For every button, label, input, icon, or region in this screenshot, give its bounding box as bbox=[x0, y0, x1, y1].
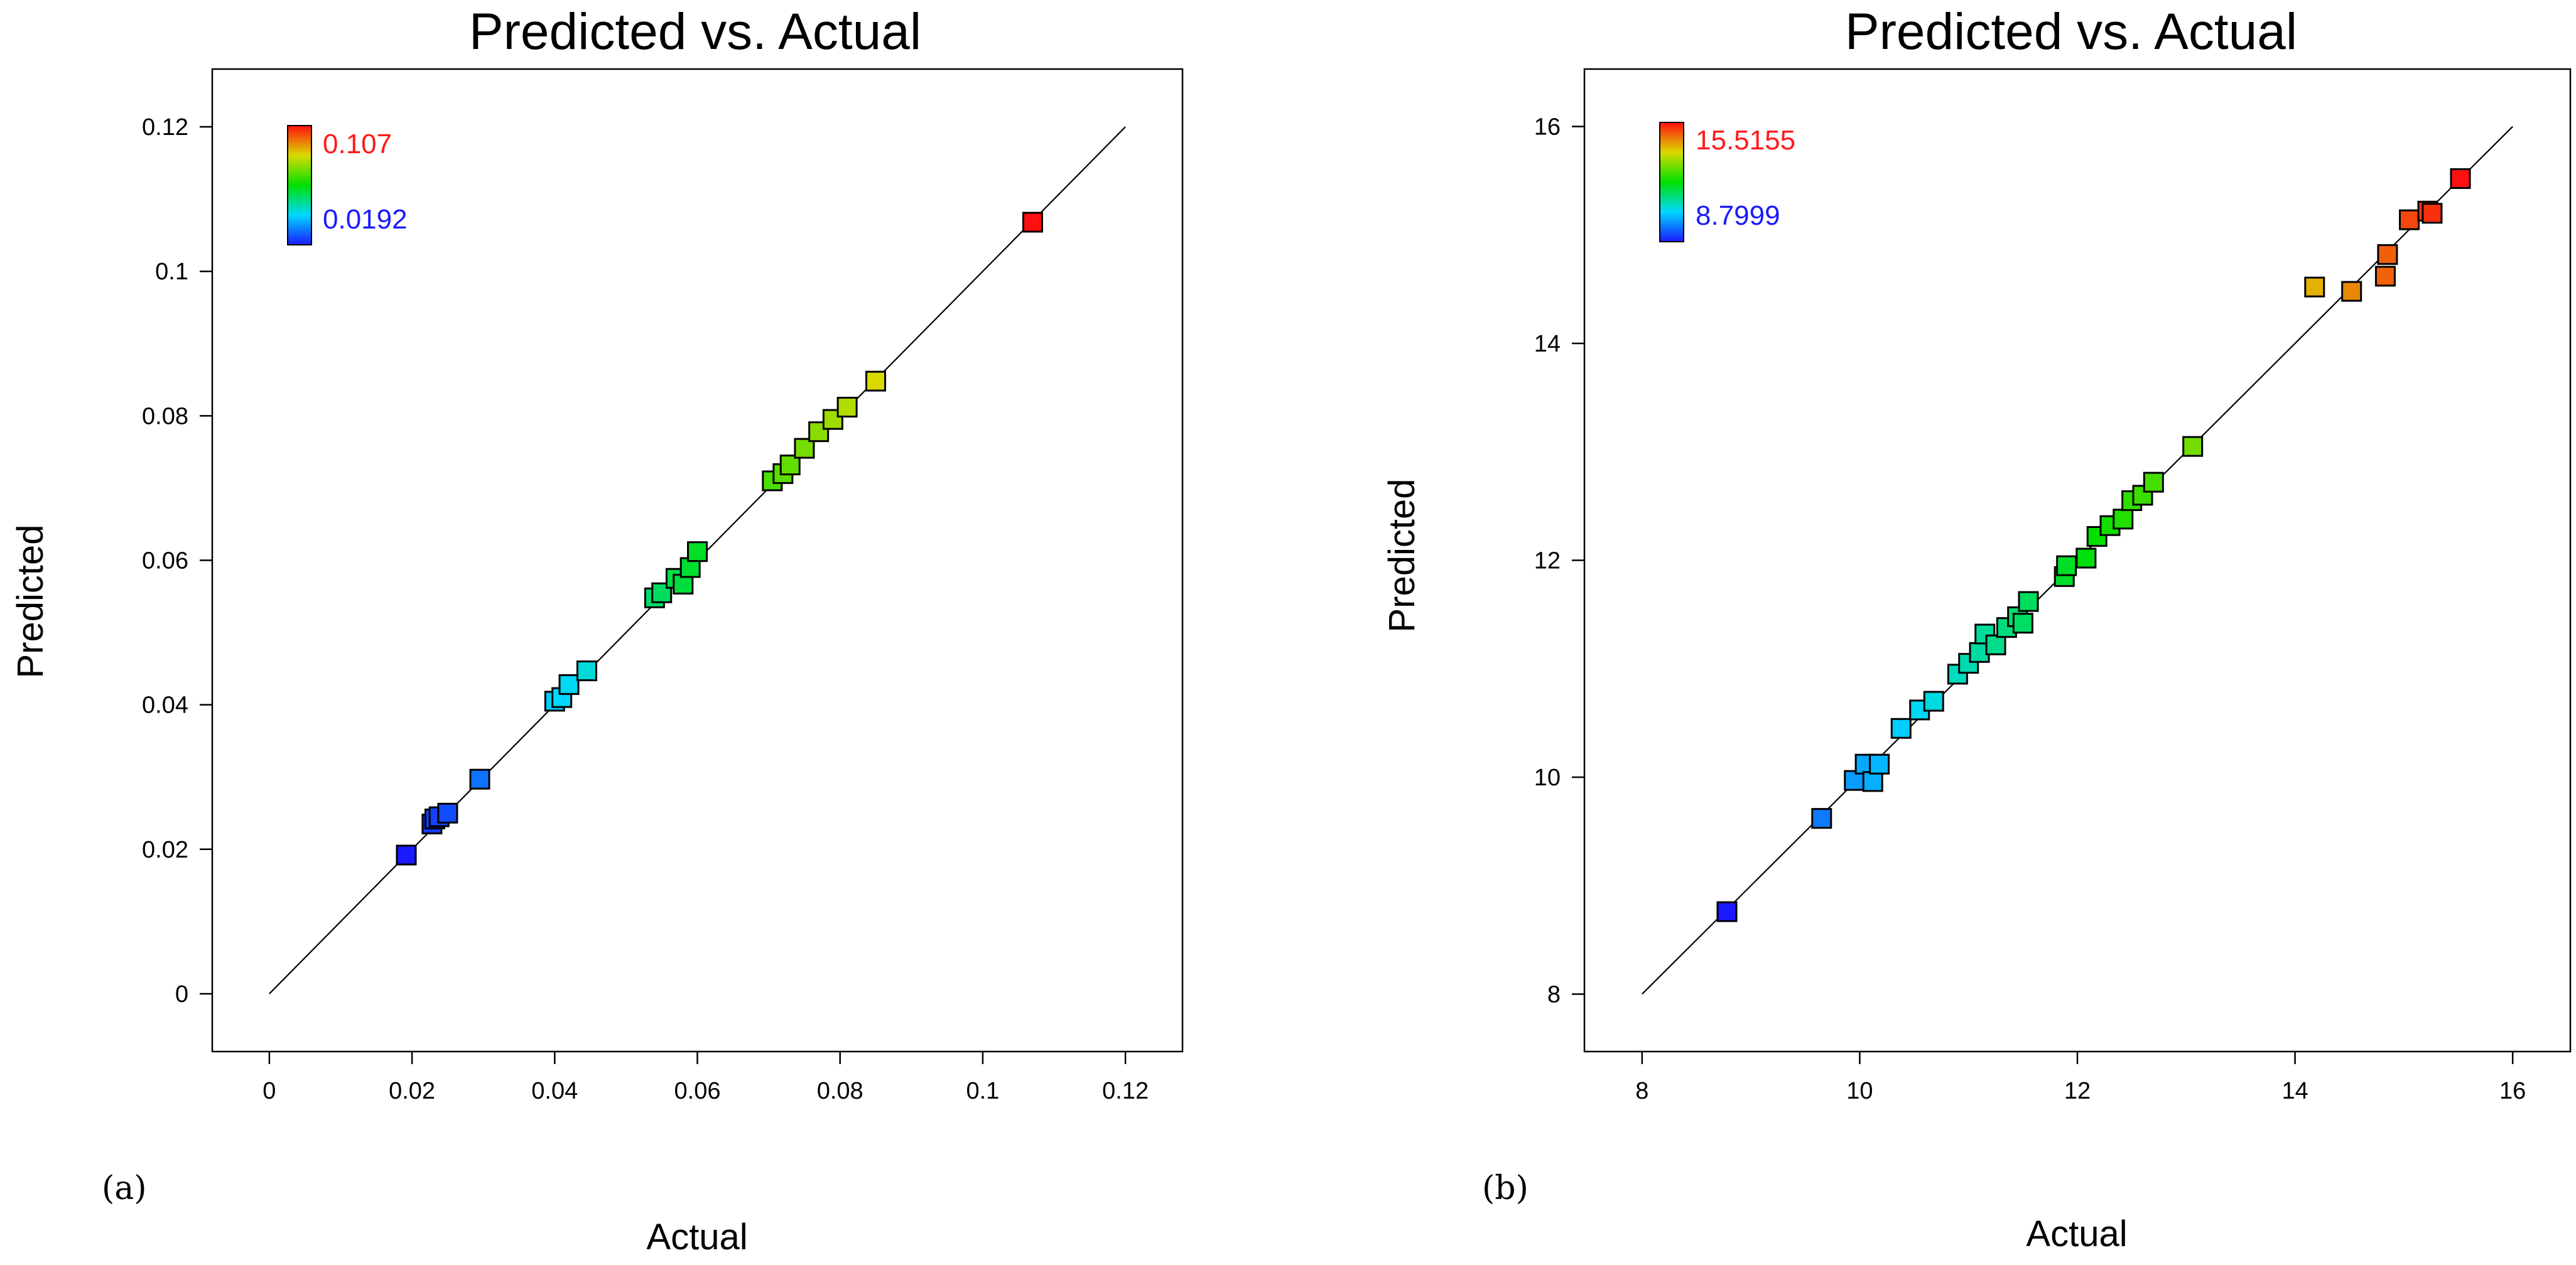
panel-label: (a) bbox=[102, 1170, 147, 1207]
x-tick-label: 0.04 bbox=[531, 1078, 578, 1104]
x-tick-label: 0 bbox=[262, 1078, 276, 1104]
data-point bbox=[2304, 276, 2325, 298]
data-point bbox=[558, 674, 580, 695]
data-point bbox=[2341, 281, 2362, 302]
color-legend: 15.5155 8.7999 bbox=[1659, 122, 1795, 242]
data-point bbox=[1716, 901, 1738, 922]
x-tick-label: 0.02 bbox=[389, 1078, 435, 1104]
y-tick-labels: 0 0.02 0.04 0.06 0.08 0.1 0.12 bbox=[142, 114, 188, 1008]
data-point bbox=[2374, 266, 2396, 287]
data-point bbox=[2399, 209, 2420, 230]
x-axis-label: Actual bbox=[646, 1217, 747, 1257]
data-point bbox=[1923, 691, 1944, 712]
x-tick-label: 0.08 bbox=[817, 1078, 863, 1104]
x-tick-label: 10 bbox=[1846, 1078, 1873, 1104]
y-tick-label: 0.08 bbox=[142, 403, 188, 429]
data-point bbox=[2143, 471, 2164, 493]
y-tick-label: 10 bbox=[1534, 765, 1561, 791]
data-point bbox=[1862, 771, 1883, 792]
data-point bbox=[396, 844, 417, 866]
color-legend-min: 0.0192 bbox=[323, 204, 408, 235]
data-point bbox=[2113, 509, 2134, 530]
data-points bbox=[396, 212, 1043, 866]
x-tick-label: 14 bbox=[2281, 1078, 2308, 1104]
chart-title: Predicted vs. Actual bbox=[469, 3, 921, 60]
y-tick-label: 0 bbox=[175, 981, 188, 1008]
x-tick-label: 12 bbox=[2064, 1078, 2091, 1104]
y-tick-label: 12 bbox=[1534, 548, 1561, 574]
tick-marks bbox=[1572, 126, 2514, 1064]
data-point bbox=[1811, 808, 1832, 829]
color-legend-max: 15.5155 bbox=[1696, 125, 1795, 156]
color-legend-max: 0.107 bbox=[323, 129, 392, 159]
y-tick-labels: 8 10 12 14 16 bbox=[1534, 114, 1561, 1008]
data-point bbox=[2450, 168, 2471, 189]
y-tick-label: 14 bbox=[1534, 331, 1561, 357]
y-axis-label: Predicted bbox=[1382, 478, 1422, 632]
data-point bbox=[437, 802, 458, 824]
chart-panel-a: Predicted vs. Actual 0 0.02 0.04 0.06 0.08 0.… bbox=[10, 3, 1184, 1257]
data-point bbox=[865, 370, 887, 392]
y-tick-label: 8 bbox=[1547, 981, 1561, 1008]
data-point bbox=[1869, 753, 1890, 775]
y-tick-label: 0.1 bbox=[155, 259, 188, 285]
data-points bbox=[1716, 168, 2471, 922]
x-tick-label: 0.06 bbox=[674, 1078, 721, 1104]
color-legend-min: 8.7999 bbox=[1696, 200, 1780, 231]
data-point bbox=[1890, 718, 1912, 739]
x-tick-labels: 8 10 12 14 16 bbox=[1635, 1078, 2526, 1104]
y-axis-label: Predicted bbox=[10, 524, 51, 678]
color-legend: 0.107 0.0192 bbox=[287, 125, 408, 245]
data-point bbox=[808, 421, 830, 443]
data-point bbox=[836, 397, 858, 418]
tick-marks bbox=[200, 126, 1127, 1064]
x-tick-labels: 0 0.02 0.04 0.06 0.08 0.1 0.12 bbox=[262, 1078, 1149, 1104]
data-point bbox=[469, 768, 490, 790]
data-point bbox=[1022, 212, 1043, 233]
x-tick-label: 8 bbox=[1635, 1078, 1648, 1104]
data-point bbox=[2056, 555, 2077, 576]
data-point bbox=[2182, 436, 2204, 457]
y-tick-label: 16 bbox=[1534, 114, 1561, 141]
data-point bbox=[2075, 547, 2097, 569]
color-legend-bar bbox=[1659, 122, 1684, 242]
y-tick-label: 0.12 bbox=[142, 114, 188, 141]
data-point bbox=[2012, 613, 2033, 634]
y-tick-label: 0.06 bbox=[142, 548, 188, 574]
x-axis-label: Actual bbox=[2026, 1214, 2127, 1254]
x-tick-label: 0.12 bbox=[1102, 1078, 1149, 1104]
data-point bbox=[687, 541, 708, 563]
chart-panel-b: Predicted vs. Actual 8 10 12 14 16 8 10 12 14 16… bbox=[1382, 3, 2572, 1254]
chart-title: Predicted vs. Actual bbox=[1845, 3, 2297, 60]
data-point bbox=[2377, 244, 2398, 265]
color-legend-bar bbox=[287, 125, 312, 245]
data-point bbox=[1985, 634, 2006, 655]
x-tick-label: 0.1 bbox=[966, 1078, 999, 1104]
x-tick-label: 16 bbox=[2499, 1078, 2526, 1104]
data-point bbox=[2018, 591, 2039, 612]
data-point bbox=[576, 660, 597, 682]
y-tick-label: 0.04 bbox=[142, 692, 188, 719]
panel-label: (b) bbox=[1482, 1170, 1529, 1207]
data-point bbox=[779, 455, 801, 476]
data-point bbox=[2422, 203, 2443, 224]
y-tick-label: 0.02 bbox=[142, 837, 188, 863]
